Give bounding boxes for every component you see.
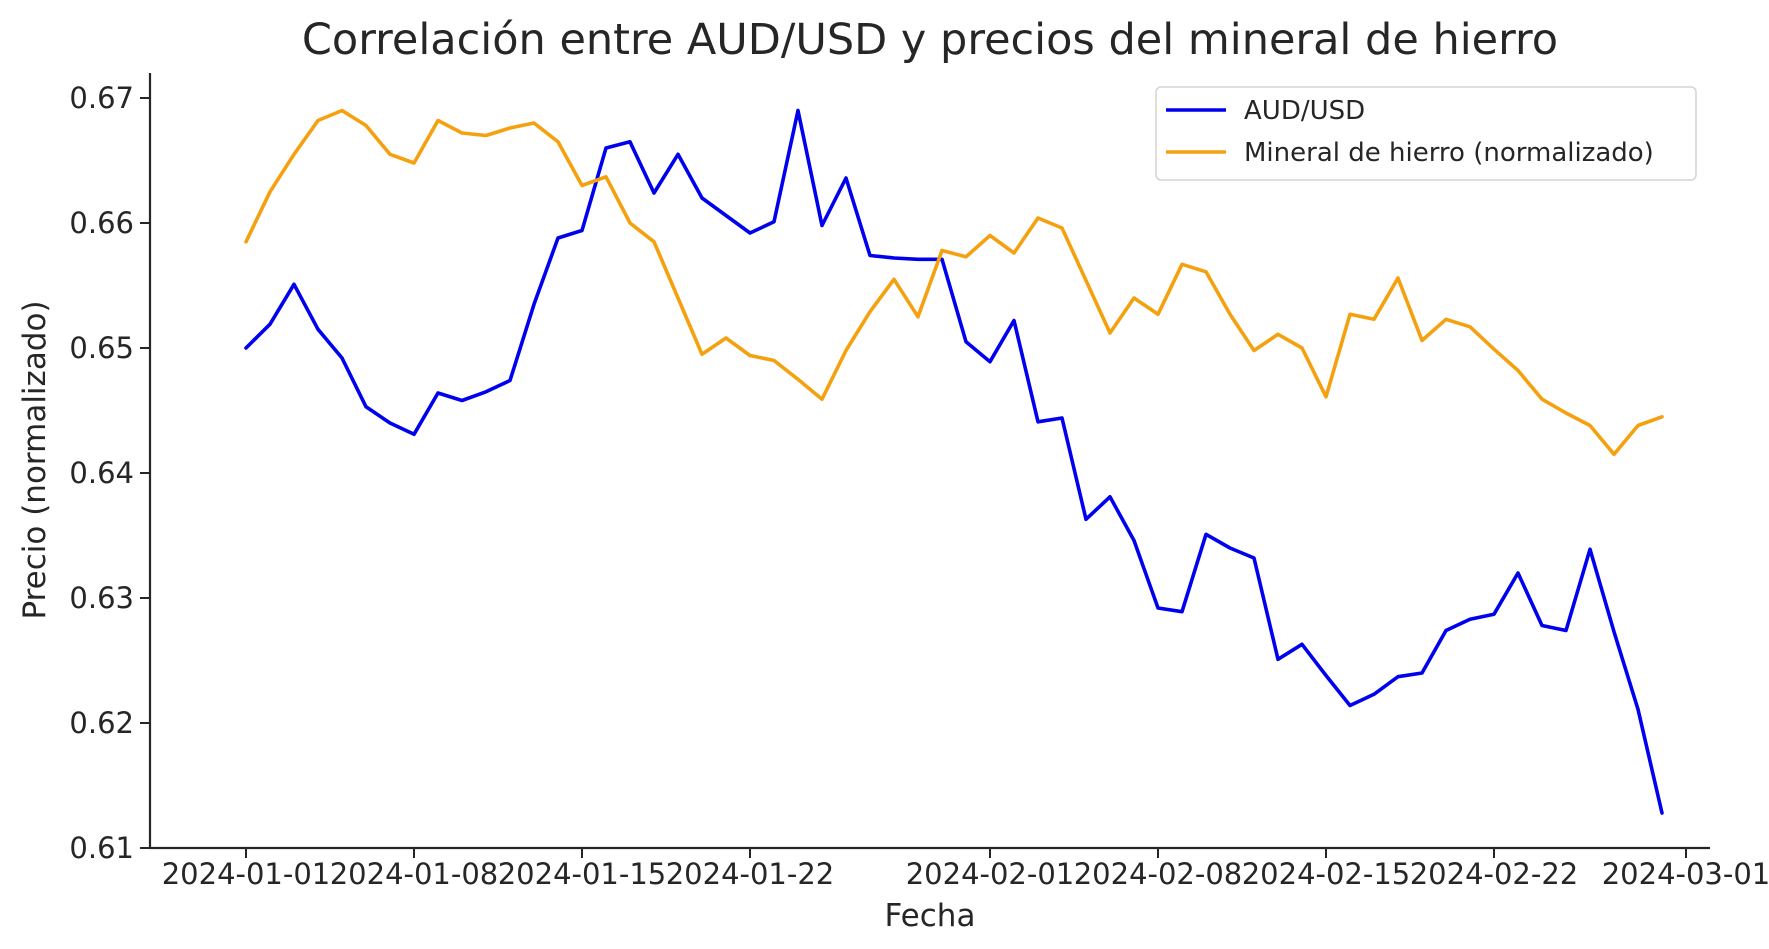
legend-box bbox=[1155, 86, 1697, 181]
legend: AUD/USD Mineral de hierro (normalizado) bbox=[1155, 86, 1697, 181]
y-tick-label: 0.63 bbox=[69, 581, 134, 615]
x-tick-label: 2024-02-15 bbox=[1242, 857, 1411, 891]
y-tick-label: 0.64 bbox=[69, 456, 134, 490]
series-line-1 bbox=[244, 108, 1664, 457]
y-tick-label: 0.65 bbox=[69, 331, 134, 365]
x-axis-label: Fecha bbox=[885, 898, 976, 934]
y-tick-label: 0.62 bbox=[69, 706, 134, 740]
legend-label-aud-usd: AUD/USD bbox=[1244, 96, 1365, 126]
y-tick-label: 0.66 bbox=[69, 206, 134, 240]
x-tick-label: 2024-01-08 bbox=[330, 857, 499, 891]
x-tick-label: 2024-01-22 bbox=[666, 857, 835, 891]
x-tick-label: 2024-01-15 bbox=[498, 857, 667, 891]
series-line-0 bbox=[244, 108, 1664, 815]
x-tick-label: 2024-02-08 bbox=[1074, 857, 1243, 891]
y-tick-label: 0.67 bbox=[69, 81, 134, 115]
x-tick-label: 2024-01-01 bbox=[162, 857, 331, 891]
y-axis-label: Precio (normalizado) bbox=[17, 300, 53, 619]
x-ticks: 2024-01-01 2024-01-08 2024-01-15 2024-01-22… bbox=[162, 848, 1769, 891]
legend-label-iron-ore: Mineral de hierro (normalizado) bbox=[1244, 138, 1654, 168]
y-tick-label: 0.61 bbox=[69, 831, 134, 865]
x-tick-label: 2024-02-01 bbox=[906, 857, 1075, 891]
plot-lines bbox=[244, 108, 1664, 815]
x-tick-label: 2024-03-01 bbox=[1602, 857, 1769, 891]
y-ticks: 0.61 0.62 0.63 0.64 0.65 0.66 0.67 bbox=[69, 81, 150, 865]
axes bbox=[148, 73, 1710, 850]
chart-title: Correlación entre AUD/USD y precios del … bbox=[302, 15, 1558, 65]
x-tick-label: 2024-02-22 bbox=[1410, 857, 1579, 891]
